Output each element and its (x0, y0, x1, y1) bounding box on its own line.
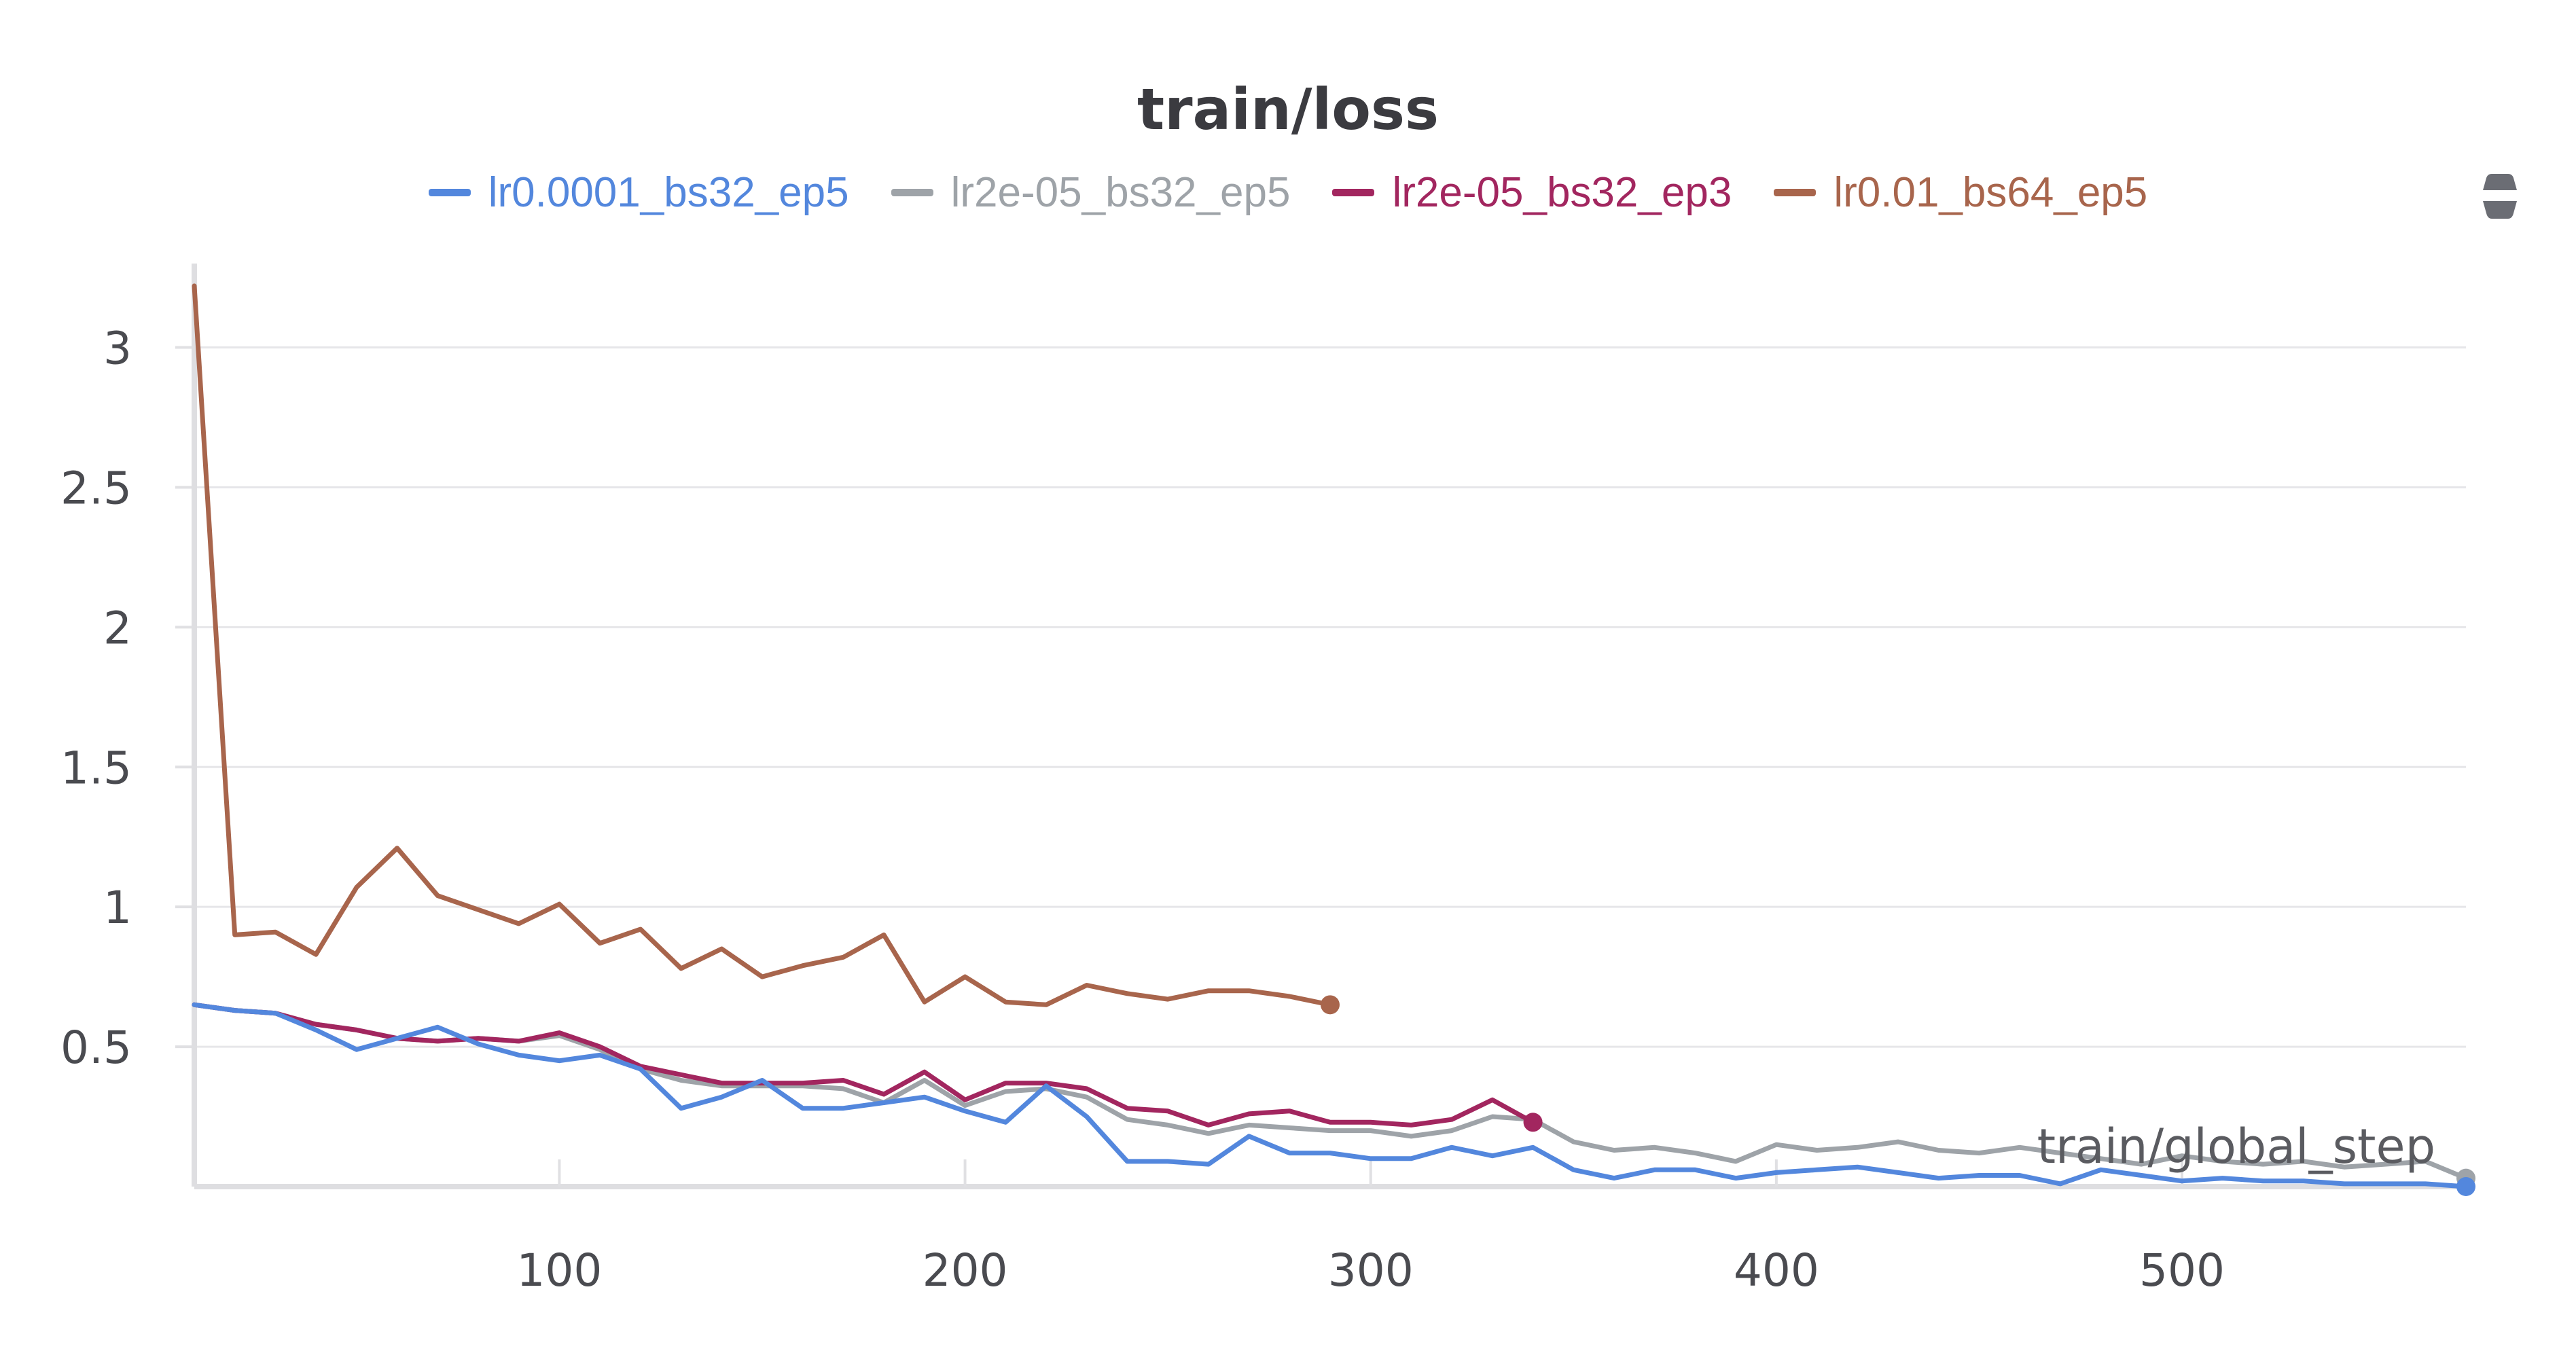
legend-item[interactable]: lr2e-05_bs32_ep5 (891, 168, 1291, 217)
legend-item[interactable]: lr0.0001_bs32_ep5 (428, 168, 849, 217)
legend-swatch (1774, 189, 1817, 196)
series-line[interactable] (192, 283, 1333, 1007)
x-tick-label: 100 (516, 1244, 602, 1297)
series-end-marker[interactable] (2456, 1177, 2475, 1196)
legend-item[interactable]: lr2e-05_bs32_ep3 (1332, 168, 1732, 217)
expand-collapse-icon[interactable] (2480, 170, 2520, 223)
legend-swatch (891, 189, 933, 196)
legend-label: lr2e-05_bs32_ep5 (950, 169, 1291, 216)
legend-item[interactable]: lr0.01_bs64_ep5 (1774, 168, 2147, 217)
legend-swatch (1332, 189, 1375, 196)
series-end-marker[interactable] (1321, 995, 1340, 1015)
y-tick-label: 0.5 (60, 1022, 132, 1074)
x-tick-label: 300 (1328, 1244, 1414, 1297)
legend-label: lr0.0001_bs32_ep5 (488, 169, 849, 216)
x-axis-label: train/global_step (2037, 1119, 2435, 1174)
x-tick-label: 500 (2139, 1244, 2225, 1297)
x-tick-label: 400 (1734, 1244, 1819, 1297)
y-tick-label: 3 (103, 323, 132, 375)
series-line[interactable] (192, 1002, 1536, 1128)
series-line[interactable] (192, 1002, 2469, 1181)
x-tick-label: 200 (923, 1244, 1008, 1297)
chart-title: train/loss (1137, 76, 1439, 143)
y-tick-label: 1.5 (60, 742, 132, 794)
series-end-marker[interactable] (1523, 1113, 1543, 1132)
y-tick-label: 1 (103, 882, 132, 934)
legend-swatch (428, 189, 471, 196)
legend: lr0.0001_bs32_ep5 lr2e-05_bs32_ep5 lr2e-… (0, 168, 2576, 217)
legend-label: lr0.01_bs64_ep5 (1833, 169, 2148, 216)
legend-label: lr2e-05_bs32_ep3 (1392, 169, 1732, 216)
series-line[interactable] (192, 1002, 2469, 1189)
y-tick-label: 2 (103, 602, 132, 654)
y-tick-label: 2.5 (60, 462, 132, 514)
